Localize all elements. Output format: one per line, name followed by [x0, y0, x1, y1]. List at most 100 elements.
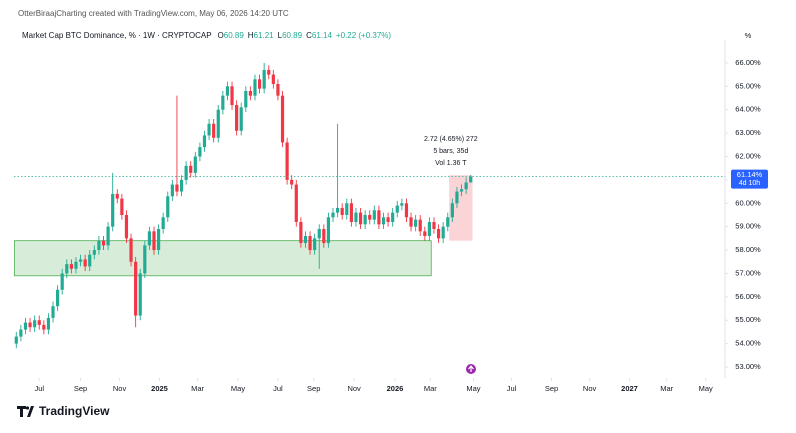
candle-body: [418, 219, 422, 232]
candle-body: [78, 259, 83, 262]
candle-body: [253, 79, 257, 96]
x-tick-label: Nov: [113, 384, 127, 393]
candle-body: [152, 231, 156, 251]
x-tick-label: Sep: [545, 384, 558, 393]
y-tick-label: 62.00%: [735, 151, 761, 160]
candle-body: [189, 165, 193, 173]
candle-body: [56, 289, 60, 307]
candle-body: [65, 264, 69, 274]
candle-body: [446, 217, 450, 227]
candle-body: [225, 86, 230, 96]
brand: TradingView: [39, 404, 110, 418]
legend-key: O: [218, 31, 224, 40]
candle-body: [257, 79, 262, 89]
legend-value: 60.89: [282, 31, 303, 40]
candle-body: [198, 147, 202, 157]
x-tick-label: Jul: [273, 384, 283, 393]
candle-body: [170, 184, 174, 197]
candle-body: [129, 238, 133, 262]
candle-body: [207, 123, 211, 136]
candle-body: [51, 306, 55, 318]
y-tick-label: 63.00%: [735, 128, 761, 137]
candle-body: [414, 219, 418, 227]
candle-body: [372, 210, 376, 220]
candle-body: [115, 193, 119, 199]
candle-body: [280, 95, 285, 143]
candle-body: [335, 207, 340, 213]
candle-body: [212, 123, 216, 138]
candle-body: [290, 179, 294, 185]
candle-body: [322, 228, 326, 244]
price-tag-label: 61.14%: [737, 170, 763, 179]
candle-body: [156, 228, 161, 251]
y-tick-label: 57.00%: [735, 268, 761, 277]
legend-change: +0.22 (+0.37%): [336, 31, 391, 40]
legend-value: 61.21: [254, 31, 275, 40]
candle-body: [244, 90, 248, 108]
candle-body: [33, 320, 37, 328]
axis-unit: %: [745, 31, 752, 40]
candle-body: [349, 203, 353, 222]
candle-body: [69, 264, 73, 269]
candle-body: [74, 261, 78, 269]
candle-body: [464, 182, 468, 190]
candle-body: [101, 240, 106, 246]
candle-body: [88, 254, 92, 267]
candle-body: [308, 236, 312, 251]
legend-title: Market Cap BTC Dominance, % · 1W · CRYPT…: [22, 31, 212, 40]
y-tick-label: 59.00%: [735, 222, 761, 231]
price-tag: [731, 169, 768, 189]
candle-body: [432, 221, 436, 229]
candle-body: [441, 226, 445, 239]
legend-key: C: [306, 31, 312, 40]
candle-body: [42, 324, 46, 330]
candle-body: [23, 322, 28, 330]
candle-body: [143, 245, 147, 274]
measure-box: [449, 175, 473, 241]
candle-body: [202, 135, 207, 148]
candle-body: [184, 165, 188, 180]
candle-body: [97, 240, 101, 251]
x-tick-label: 2026: [387, 384, 404, 393]
candle-body: [299, 221, 303, 244]
candle-body: [395, 205, 399, 213]
candle-body: [134, 261, 138, 316]
candle-body: [138, 273, 142, 316]
measure-label: Vol 1.36 T: [435, 160, 467, 167]
y-tick-label: 66.00%: [735, 58, 761, 67]
caption: OtterBiraajCharting created with Trading…: [18, 9, 289, 18]
candle-body: [391, 212, 395, 222]
candle-body: [455, 191, 459, 204]
candle-body: [313, 238, 317, 251]
candle-body: [345, 203, 349, 215]
x-tick-label: Nov: [347, 384, 361, 393]
legend-key: H: [248, 31, 254, 40]
y-tick-label: 56.00%: [735, 292, 761, 301]
legend: Market Cap BTC Dominance, % · 1W · CRYPT…: [22, 31, 391, 40]
candle-body: [469, 176, 473, 183]
candle-body: [326, 217, 331, 244]
candle-body: [161, 217, 165, 229]
candle-body: [271, 74, 275, 84]
candle-body: [60, 273, 64, 290]
candle-body: [46, 317, 51, 330]
candle-body: [235, 105, 239, 131]
candle-body: [83, 259, 87, 267]
y-tick-label: 64.00%: [735, 105, 761, 114]
y-tick-label: 58.00%: [735, 245, 761, 254]
x-tick-label: Mar: [191, 384, 204, 393]
candle-body: [404, 203, 409, 218]
measure-label: 5 bars, 35d: [433, 148, 468, 155]
candle-body: [409, 217, 413, 227]
candle-body: [400, 203, 404, 206]
candle-body: [14, 336, 18, 344]
candle-body: [358, 212, 363, 225]
candle-body: [423, 231, 427, 237]
x-tick-label: Mar: [424, 384, 437, 393]
candle-body: [427, 221, 432, 237]
x-tick-label: 2025: [151, 384, 168, 393]
candle-body: [230, 86, 234, 106]
candle-body: [19, 329, 23, 337]
